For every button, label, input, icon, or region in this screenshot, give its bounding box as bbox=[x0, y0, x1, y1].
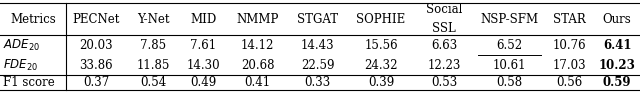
Text: 0.58: 0.58 bbox=[497, 76, 522, 89]
Text: SSL: SSL bbox=[433, 22, 456, 35]
Text: 33.86: 33.86 bbox=[79, 59, 113, 72]
Text: 10.23: 10.23 bbox=[599, 59, 636, 72]
Text: 20.68: 20.68 bbox=[241, 59, 274, 72]
Text: 11.85: 11.85 bbox=[136, 59, 170, 72]
Text: NSP-SFM: NSP-SFM bbox=[481, 13, 538, 26]
Text: STAR: STAR bbox=[553, 13, 586, 26]
Text: MID: MID bbox=[190, 13, 216, 26]
Text: 14.30: 14.30 bbox=[187, 59, 220, 72]
Text: 0.41: 0.41 bbox=[244, 76, 271, 89]
Text: Y-Net: Y-Net bbox=[137, 13, 169, 26]
Text: 0.39: 0.39 bbox=[368, 76, 394, 89]
Text: $ADE_{20}$: $ADE_{20}$ bbox=[3, 38, 40, 53]
Text: 0.49: 0.49 bbox=[190, 76, 216, 89]
Text: Ours: Ours bbox=[603, 13, 632, 26]
Text: 24.32: 24.32 bbox=[364, 59, 398, 72]
Text: F1 score: F1 score bbox=[3, 76, 55, 89]
Text: PECNet: PECNet bbox=[73, 13, 120, 26]
Text: 17.03: 17.03 bbox=[552, 59, 586, 72]
Text: 15.56: 15.56 bbox=[364, 39, 398, 52]
Text: 0.54: 0.54 bbox=[140, 76, 166, 89]
Text: 0.56: 0.56 bbox=[556, 76, 582, 89]
Text: 10.76: 10.76 bbox=[552, 39, 586, 52]
Text: 6.63: 6.63 bbox=[431, 39, 458, 52]
Text: 14.12: 14.12 bbox=[241, 39, 274, 52]
Text: 0.53: 0.53 bbox=[431, 76, 458, 89]
Text: Metrics: Metrics bbox=[10, 13, 56, 26]
Text: NMMP: NMMP bbox=[236, 13, 278, 26]
Text: 14.43: 14.43 bbox=[301, 39, 335, 52]
Text: Social: Social bbox=[426, 3, 463, 16]
Text: 7.85: 7.85 bbox=[140, 39, 166, 52]
Text: 20.03: 20.03 bbox=[79, 39, 113, 52]
Text: 6.41: 6.41 bbox=[603, 39, 632, 52]
Text: 12.23: 12.23 bbox=[428, 59, 461, 72]
Text: 7.61: 7.61 bbox=[190, 39, 216, 52]
Text: 6.52: 6.52 bbox=[497, 39, 522, 52]
Text: 22.59: 22.59 bbox=[301, 59, 335, 72]
Text: 0.59: 0.59 bbox=[603, 76, 632, 89]
Text: 0.33: 0.33 bbox=[305, 76, 331, 89]
Text: 0.37: 0.37 bbox=[83, 76, 109, 89]
Text: $FDE_{20}$: $FDE_{20}$ bbox=[3, 58, 38, 73]
Text: SOPHIE: SOPHIE bbox=[356, 13, 406, 26]
Text: 10.61: 10.61 bbox=[493, 59, 526, 72]
Text: STGAT: STGAT bbox=[297, 13, 339, 26]
